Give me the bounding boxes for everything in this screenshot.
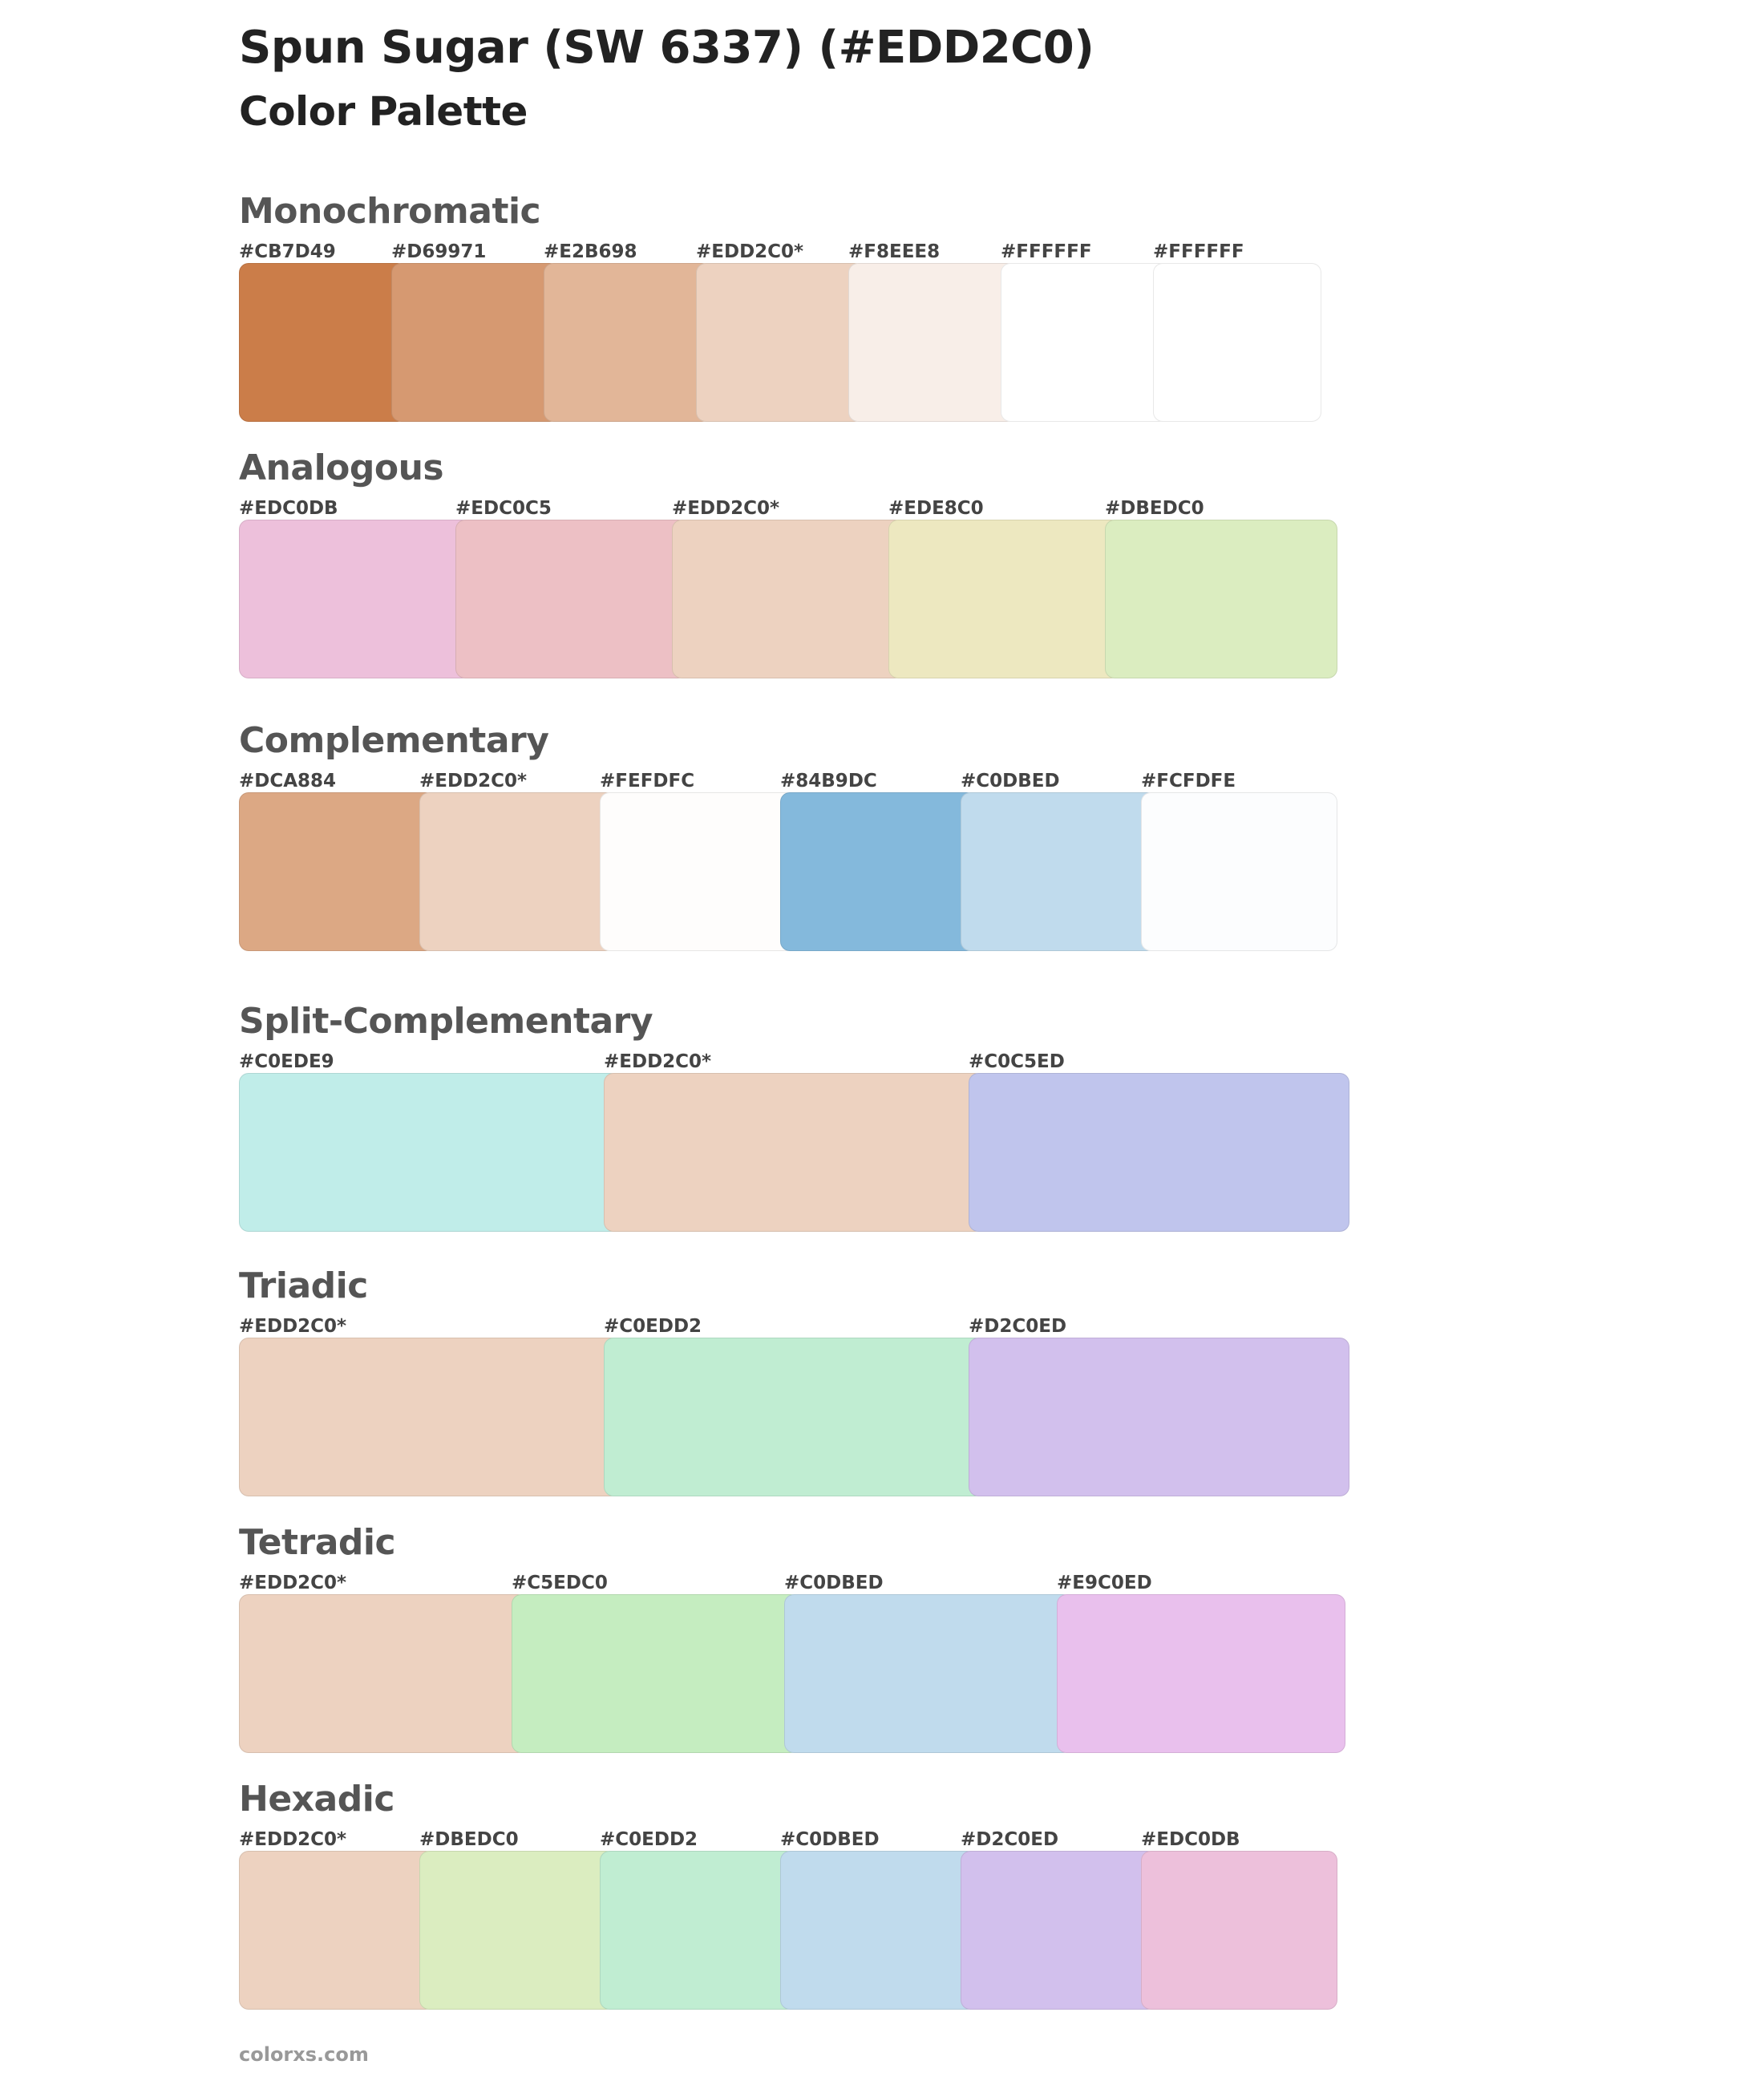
footer-site-link[interactable]: colorxs.com — [239, 2043, 369, 2066]
swatch-hex-label: #D2C0ED — [969, 1316, 1067, 1337]
swatch-hex-label: #C0EDD2 — [600, 1829, 698, 1850]
swatch-color-block[interactable] — [1105, 520, 1337, 678]
swatch-color-block[interactable] — [784, 1594, 1073, 1753]
swatch-hex-label: #C5EDC0 — [512, 1573, 608, 1593]
swatch-color-block[interactable] — [1057, 1594, 1345, 1753]
swatch-hex-label: #EDD2C0* — [239, 1573, 347, 1593]
swatch-color-block[interactable] — [239, 520, 471, 678]
swatch-hex-label: #E9C0ED — [1057, 1573, 1152, 1593]
section-triadic: Triadic #EDD2C0* #C0EDD2 #D2C0ED — [239, 1264, 1442, 1520]
swatch-color-block[interactable] — [239, 1073, 620, 1232]
swatch-hex-label: #C0C5ED — [969, 1051, 1065, 1072]
swatch-hex-label: #DBEDC0 — [1105, 498, 1204, 519]
section-title: Monochromatic — [239, 191, 541, 232]
section-title: Tetradic — [239, 1522, 396, 1563]
swatch-hex-label: #EDD2C0* — [696, 241, 804, 262]
swatch-color-block[interactable] — [780, 1851, 977, 2010]
swatch-hex-label: #EDC0DB — [239, 498, 338, 519]
swatch-hex-label: #FCFDFE — [1141, 771, 1236, 791]
swatch-color-block[interactable] — [239, 263, 407, 422]
swatch-hex-label: #FEFDFC — [600, 771, 695, 791]
section-title: Triadic — [239, 1265, 368, 1306]
page-subtitle: Color Palette — [239, 88, 528, 135]
swatch-color-block[interactable] — [512, 1594, 800, 1753]
swatch-color-block[interactable] — [969, 1073, 1349, 1232]
swatch-hex-label: #C0EDD2 — [604, 1316, 702, 1337]
section-hexadic: Hexadic #EDD2C0* #DBEDC0 #C0EDD2 #C0DBED #D2C… — [239, 1777, 1442, 2034]
swatch-hex-label: #DCA884 — [239, 771, 337, 791]
swatch-hex-label: #EDD2C0* — [239, 1316, 347, 1337]
section-tetradic: Tetradic #EDD2C0* #C5EDC0 #C0DBED #E9C0ED — [239, 1520, 1442, 1777]
swatch-color-block[interactable] — [544, 263, 712, 422]
swatch-color-block[interactable] — [961, 792, 1157, 951]
swatch-color-block[interactable] — [391, 263, 560, 422]
swatch-hex-label: #FFFFFF — [1001, 241, 1092, 262]
swatch-color-block[interactable] — [419, 792, 616, 951]
swatch-hex-label: #EDD2C0* — [604, 1051, 712, 1072]
swatch-color-block[interactable] — [419, 1851, 616, 2010]
section-complementary: Complementary #DCA884 #EDD2C0* #FEFDFC #84B9… — [239, 719, 1442, 975]
swatch-hex-label: #EDC0DB — [1141, 1829, 1240, 1850]
page-title: Spun Sugar (SW 6337) (#EDD2C0) — [239, 22, 1094, 74]
swatch-hex-label: #C0DBED — [780, 1829, 880, 1850]
swatch-color-block[interactable] — [239, 1338, 620, 1496]
swatch-color-block[interactable] — [780, 792, 977, 951]
section-monochromatic: Monochromatic #CB7D49 #D69971 #E2B698 #EDD2C… — [239, 189, 1442, 446]
swatch-color-block[interactable] — [1141, 1851, 1337, 2010]
swatch-color-block[interactable] — [239, 1594, 528, 1753]
swatch-hex-label: #D69971 — [391, 241, 487, 262]
swatch-hex-label: #EDE8C0 — [888, 498, 984, 519]
swatch-hex-label: #C0EDE9 — [239, 1051, 334, 1072]
swatch-hex-label: #EDD2C0* — [419, 771, 528, 791]
swatch-hex-label: #D2C0ED — [961, 1829, 1059, 1850]
section-title: Complementary — [239, 720, 549, 761]
section-split-complementary: Split-Complementary #C0EDE9 #EDD2C0* #C0C5E… — [239, 999, 1442, 1256]
swatch-color-block[interactable] — [239, 792, 435, 951]
swatch-color-block[interactable] — [600, 792, 796, 951]
swatch-color-block[interactable] — [239, 1851, 435, 2010]
swatch-hex-label: #EDC0C5 — [455, 498, 552, 519]
section-analogous: Analogous #EDC0DB #EDC0C5 #EDD2C0* #EDE8C0 #D… — [239, 446, 1442, 702]
swatch-hex-label: #C0DBED — [961, 771, 1060, 791]
swatch-hex-label: #F8EEE8 — [848, 241, 941, 262]
section-title: Split-Complementary — [239, 1001, 653, 1042]
swatch-color-block[interactable] — [1153, 263, 1321, 422]
swatch-color-block[interactable] — [696, 263, 864, 422]
swatch-hex-label: #84B9DC — [780, 771, 877, 791]
swatch-hex-label: #FFFFFF — [1153, 241, 1244, 262]
swatch-color-block[interactable] — [1141, 792, 1337, 951]
section-title: Hexadic — [239, 1779, 394, 1820]
swatch-hex-label: #E2B698 — [544, 241, 637, 262]
swatch-color-block[interactable] — [600, 1851, 796, 2010]
swatch-color-block[interactable] — [961, 1851, 1157, 2010]
swatch-hex-label: #EDD2C0* — [239, 1829, 347, 1850]
swatch-hex-label: #EDD2C0* — [672, 498, 780, 519]
swatch-color-block[interactable] — [969, 1338, 1349, 1496]
swatch-color-block[interactable] — [672, 520, 904, 678]
swatch-hex-label: #C0DBED — [784, 1573, 884, 1593]
swatch-color-block[interactable] — [1001, 263, 1169, 422]
swatch-color-block[interactable] — [888, 520, 1121, 678]
swatch-color-block[interactable] — [604, 1073, 985, 1232]
section-title: Analogous — [239, 447, 444, 488]
swatch-hex-label: #CB7D49 — [239, 241, 336, 262]
swatch-color-block[interactable] — [455, 520, 688, 678]
swatch-color-block[interactable] — [848, 263, 1017, 422]
swatch-hex-label: #DBEDC0 — [419, 1829, 519, 1850]
swatch-color-block[interactable] — [604, 1338, 985, 1496]
